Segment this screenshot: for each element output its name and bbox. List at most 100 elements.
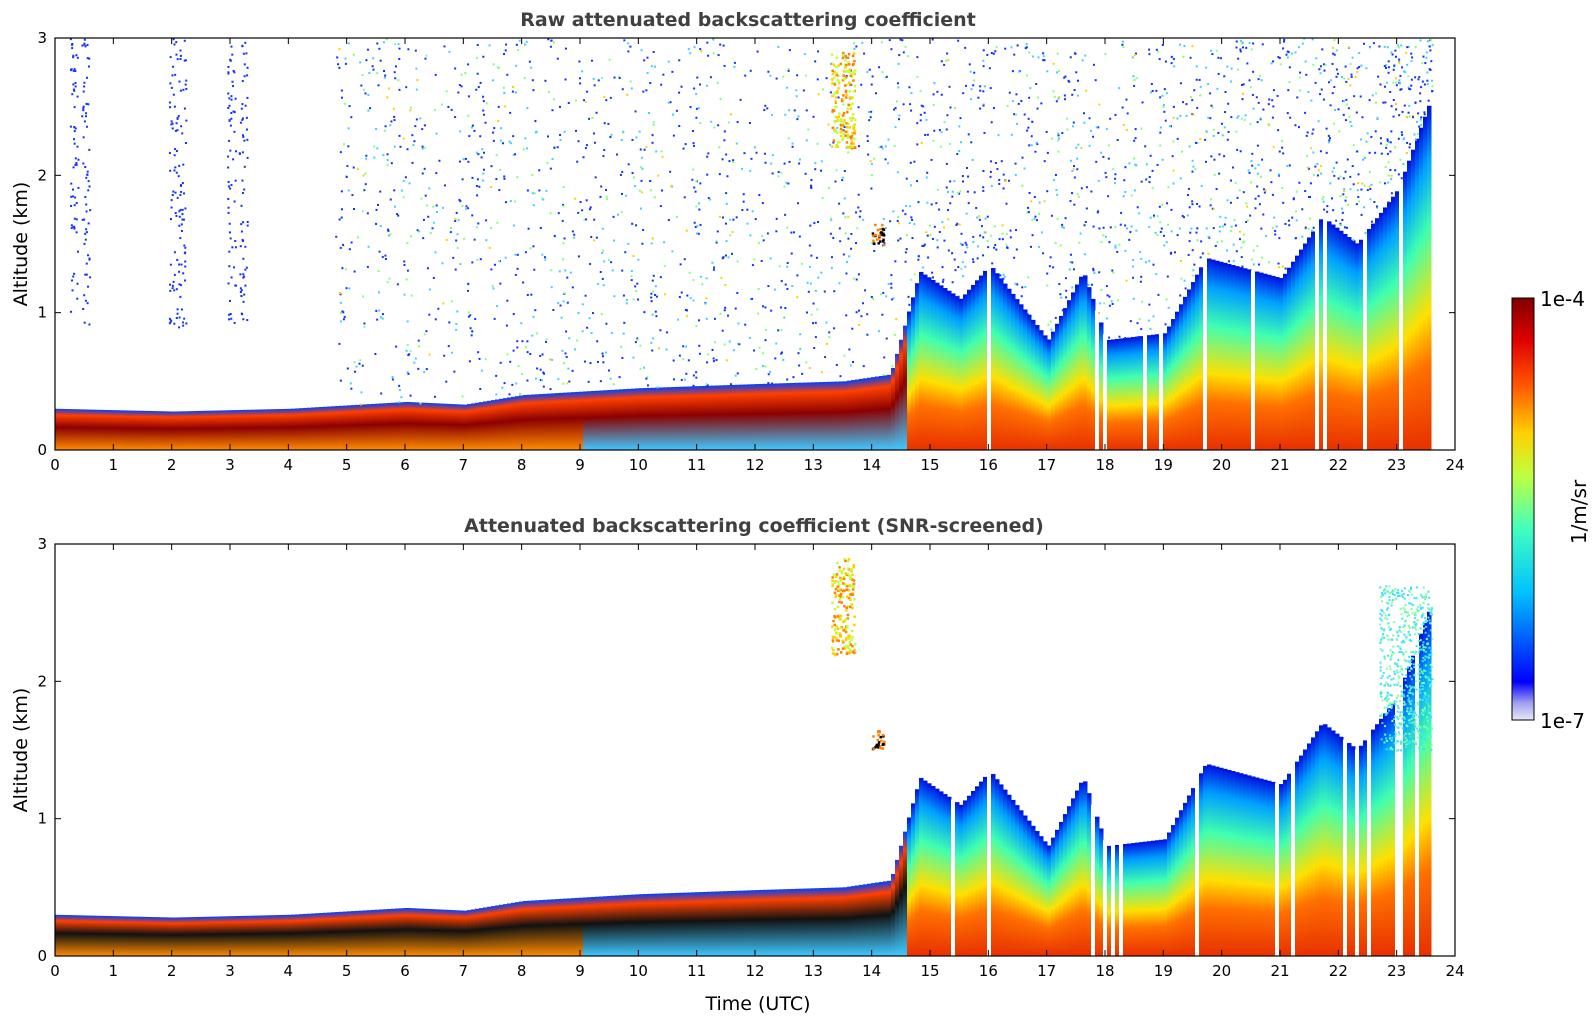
noise-speckle [539,379,542,382]
noise-speckle [169,218,172,221]
noise-speckle [986,239,989,242]
noise-speckle [736,260,739,263]
noise-speckle [173,43,176,46]
noise-speckle [635,224,638,227]
noise-speckle [1410,678,1413,681]
noise-speckle [779,306,782,309]
noise-speckle [168,101,171,104]
colorbar: 1e-4 1e-7 1/m/sr [1511,287,1591,733]
x-tick-label: 17 [1037,456,1056,474]
noise-speckle [1011,100,1014,103]
noise-speckle [1403,624,1406,627]
noise-speckle [687,47,690,50]
noise-speckle [1205,130,1208,133]
noise-speckle [734,374,737,377]
noise-speckle [888,39,891,42]
noise-speckle [1386,138,1389,141]
noise-speckle [387,234,390,237]
noise-speckle [425,54,428,57]
backscatter-column [543,899,548,956]
noise-speckle [967,175,970,178]
noise-speckle [1422,656,1425,659]
noise-speckle [1005,243,1008,246]
backscatter-column [1287,267,1292,450]
noise-speckle [968,63,971,66]
noise-speckle [757,241,760,244]
noise-speckle [1387,66,1390,69]
noise-speckle [931,38,934,41]
backscatter-column [799,382,804,450]
noise-speckle [441,103,444,106]
noise-speckle [71,188,74,191]
noise-speckle [989,175,992,178]
noise-speckle [86,76,89,79]
backscatter-column [539,900,544,956]
noise-speckle [1408,655,1411,658]
backscatter-column [615,895,620,956]
noise-speckle [677,318,680,321]
backscatter-column [631,894,636,956]
noise-speckle [661,189,664,192]
noise-speckle [1426,727,1429,730]
backscatter-column [343,911,348,956]
noise-speckle [553,234,556,237]
backscatter-column [1299,249,1304,450]
noise-speckle [1061,223,1064,226]
backscatter-column [695,386,700,450]
noise-speckle [1018,70,1021,73]
backscatter-column [523,900,528,956]
aerosol-mark [844,76,848,79]
noise-speckle [1397,707,1400,710]
noise-speckle [171,193,174,196]
noise-speckle [503,382,506,385]
backscatter-column [127,410,132,450]
noise-speckle [1043,160,1046,163]
aerosol-mark [835,637,838,640]
noise-speckle [1401,110,1404,113]
noise-speckle [1329,104,1332,107]
noise-speckle [232,110,235,113]
noise-speckle [1081,59,1084,62]
noise-speckle [1199,85,1202,88]
noise-speckle [867,110,870,113]
noise-speckle [610,261,613,264]
noise-speckle [509,142,512,145]
noise-speckle [393,145,396,148]
noise-speckle [1251,164,1254,167]
noise-speckle [1046,151,1049,154]
noise-speckle [1409,634,1412,637]
noise-speckle [479,81,482,84]
backscatter-column [143,410,148,450]
noise-speckle [1057,97,1060,100]
noise-speckle [1405,674,1408,677]
noise-speckle [335,235,338,238]
aerosol-mark [846,572,850,575]
noise-speckle [1166,275,1169,278]
cloud-mark [882,238,885,242]
noise-speckle [1357,173,1360,176]
noise-speckle [1110,300,1113,303]
noise-speckle [1388,599,1391,602]
noise-speckle [962,92,965,95]
y-tick-label: 0 [37,441,47,459]
backscatter-column [795,382,800,450]
backscatter-column [1239,773,1244,956]
noise-speckle [1073,165,1076,168]
noise-speckle [1001,238,1004,241]
backscatter-column [443,909,448,956]
noise-speckle [86,43,89,46]
noise-speckle [1390,694,1393,697]
noise-speckle [618,77,621,80]
noise-speckle [742,193,745,196]
panel-screened: Attenuated backscattering coefficient (S… [10,515,1465,1015]
backscatter-column [719,385,724,450]
backscatter-column [1383,207,1388,450]
aerosol-mark [845,125,849,129]
y-tick-label: 2 [37,166,47,184]
backscatter-column [835,887,840,956]
noise-speckle [1333,39,1336,42]
noise-speckle [170,120,173,123]
noise-speckle [454,217,457,220]
noise-speckle [1170,55,1173,58]
noise-speckle [909,161,912,164]
